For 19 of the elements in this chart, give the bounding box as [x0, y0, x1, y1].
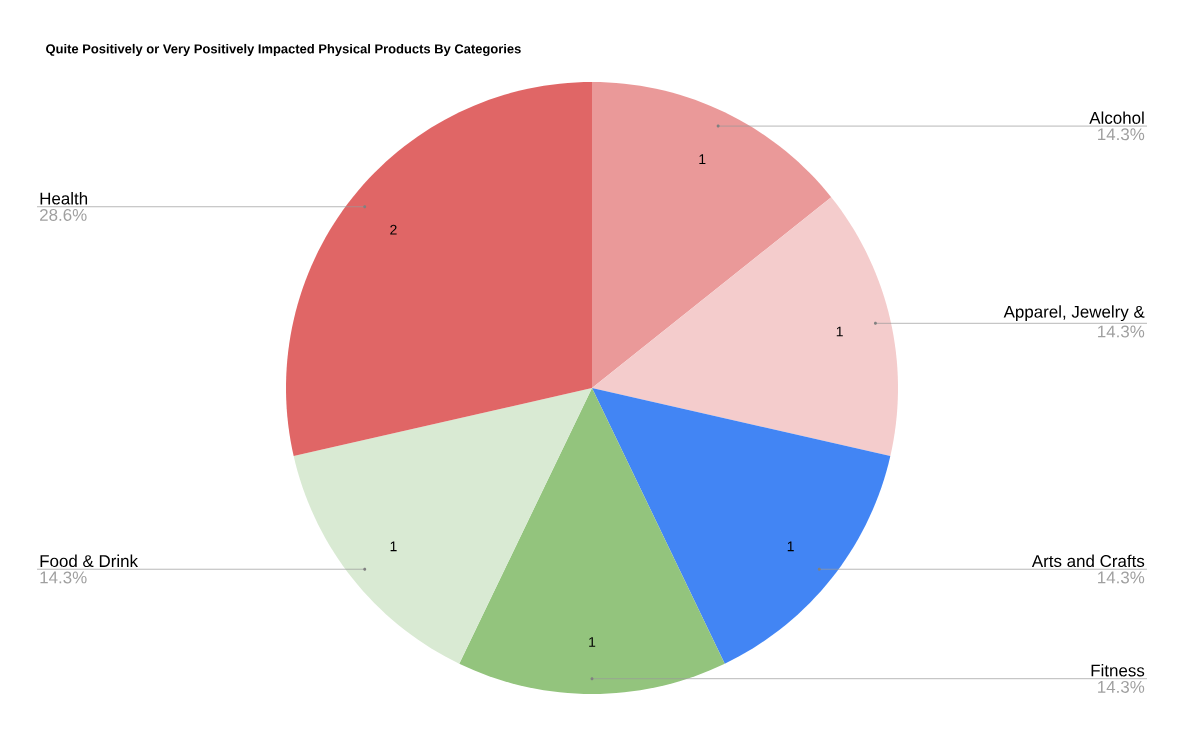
text: 28.6%: [40, 208, 87, 221]
text: 14.3%: [1098, 325, 1145, 338]
slice-label: Food & Drink: [40, 554, 139, 568]
text: 14.3%: [1098, 680, 1145, 693]
data-label: 1: [699, 154, 706, 164]
slice-label: Apparel, Jewelry &: [1003, 305, 1145, 322]
text: 14.3%: [1098, 571, 1145, 584]
data-label: 1: [787, 541, 794, 552]
data-label: 1: [836, 326, 843, 337]
slice-label: Arts and Crafts: [1031, 554, 1145, 568]
data-label: 2: [390, 224, 397, 235]
slice-label: Fitness: [1091, 664, 1145, 677]
data-label: 1: [390, 541, 397, 552]
data-label: 1: [589, 637, 596, 647]
slice-label: Alcohol: [1089, 111, 1144, 124]
text: 14.3%: [40, 571, 87, 584]
slice-label: Health: [40, 192, 88, 205]
text: 14.3%: [1098, 128, 1145, 141]
chart-title: Quite Positively or Very Positively Impacted Physical Products By Categories: [46, 43, 521, 57]
